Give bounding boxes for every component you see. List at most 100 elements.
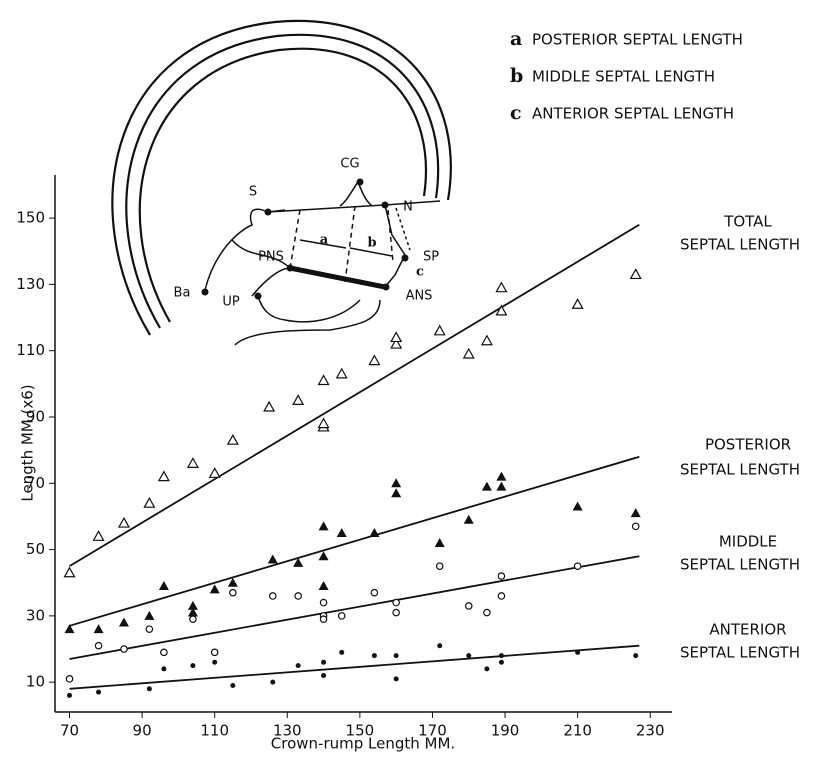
x-tick-label: 110 bbox=[200, 722, 229, 740]
series-label: SEPTAL LENGTH bbox=[680, 644, 800, 662]
point bbox=[499, 653, 504, 658]
x-tick-label: 170 bbox=[418, 722, 447, 740]
diagram-label: ANS bbox=[406, 289, 433, 304]
point bbox=[210, 584, 220, 593]
series-label: MIDDLE bbox=[719, 533, 777, 551]
point bbox=[146, 626, 152, 632]
point bbox=[337, 528, 347, 537]
fit-line bbox=[70, 646, 640, 689]
point bbox=[394, 653, 399, 658]
point bbox=[119, 518, 129, 527]
span-arrows bbox=[300, 240, 392, 256]
legend-letter: b bbox=[510, 65, 523, 87]
point bbox=[319, 581, 329, 590]
point bbox=[574, 563, 580, 569]
point bbox=[631, 269, 641, 278]
point bbox=[393, 599, 399, 605]
y-tick-label: 150 bbox=[16, 209, 45, 227]
point bbox=[188, 601, 198, 610]
point bbox=[437, 563, 443, 569]
x-tick-label: 190 bbox=[491, 722, 520, 740]
point bbox=[371, 589, 377, 595]
point bbox=[394, 676, 399, 681]
point bbox=[575, 650, 580, 655]
fit-line bbox=[70, 457, 640, 626]
point bbox=[65, 568, 75, 577]
fit-line bbox=[70, 556, 640, 659]
head-diagram bbox=[112, 21, 450, 345]
point bbox=[230, 589, 236, 595]
x-tick-label: 90 bbox=[133, 722, 152, 740]
point bbox=[159, 472, 169, 481]
point bbox=[484, 666, 489, 671]
point bbox=[147, 686, 152, 691]
x-tick-label: 130 bbox=[273, 722, 302, 740]
legend-letter: c bbox=[510, 102, 522, 124]
point bbox=[211, 649, 217, 655]
point bbox=[293, 395, 303, 404]
series-label: POSTERIOR bbox=[705, 436, 791, 454]
point bbox=[319, 419, 329, 428]
tongue bbox=[258, 296, 360, 322]
point bbox=[464, 349, 474, 358]
point bbox=[296, 663, 301, 668]
point bbox=[320, 599, 326, 605]
x-tick-label: 150 bbox=[346, 722, 375, 740]
x-tick-label: 210 bbox=[563, 722, 592, 740]
nasal-profile bbox=[385, 205, 405, 287]
point bbox=[391, 478, 401, 487]
point bbox=[321, 673, 326, 678]
x-tick-label: 230 bbox=[636, 722, 665, 740]
point bbox=[496, 283, 506, 292]
y-tick-label: 50 bbox=[26, 540, 45, 558]
point bbox=[159, 581, 169, 590]
point bbox=[391, 488, 401, 497]
point bbox=[161, 666, 166, 671]
series-label: SEPTAL LENGTH bbox=[680, 556, 800, 574]
point bbox=[270, 593, 276, 599]
point bbox=[631, 508, 641, 517]
point bbox=[190, 663, 195, 668]
point bbox=[228, 435, 238, 444]
diagram-label: Ba bbox=[174, 286, 191, 301]
point bbox=[633, 523, 639, 529]
point bbox=[190, 616, 196, 622]
point bbox=[391, 332, 401, 341]
legend-text: POSTERIOR SEPTAL LENGTH bbox=[532, 31, 743, 49]
diagram-label: b bbox=[367, 236, 376, 251]
point bbox=[339, 613, 345, 619]
chart: Length MM.(x6) Crown-rump Length MM. 709… bbox=[0, 0, 820, 760]
point bbox=[321, 660, 326, 665]
point bbox=[66, 676, 72, 682]
point bbox=[573, 501, 583, 510]
point bbox=[466, 603, 472, 609]
point bbox=[144, 498, 154, 507]
skull-mid bbox=[126, 35, 438, 328]
diagram-label: UP bbox=[222, 295, 240, 310]
point bbox=[633, 653, 638, 658]
y-tick-label: 30 bbox=[26, 606, 45, 624]
point bbox=[94, 531, 104, 540]
point bbox=[339, 650, 344, 655]
point bbox=[210, 468, 220, 477]
y-tick-label: 110 bbox=[16, 341, 45, 359]
point bbox=[270, 680, 275, 685]
point bbox=[464, 515, 474, 524]
point bbox=[268, 555, 278, 564]
point bbox=[466, 653, 471, 658]
point bbox=[498, 573, 504, 579]
legend-text: ANTERIOR SEPTAL LENGTH bbox=[532, 105, 734, 123]
point bbox=[496, 482, 506, 491]
point bbox=[161, 649, 167, 655]
point bbox=[496, 472, 506, 481]
point bbox=[573, 299, 583, 308]
point bbox=[337, 369, 347, 378]
y-tick-label: 70 bbox=[26, 474, 45, 492]
point bbox=[369, 528, 379, 537]
y-tick-label: 130 bbox=[16, 275, 45, 293]
diagram-label: N bbox=[403, 200, 413, 215]
legend-letter: a bbox=[510, 28, 522, 50]
point bbox=[188, 458, 198, 467]
series-label: SEPTAL LENGTH bbox=[680, 461, 800, 479]
point bbox=[95, 643, 101, 649]
